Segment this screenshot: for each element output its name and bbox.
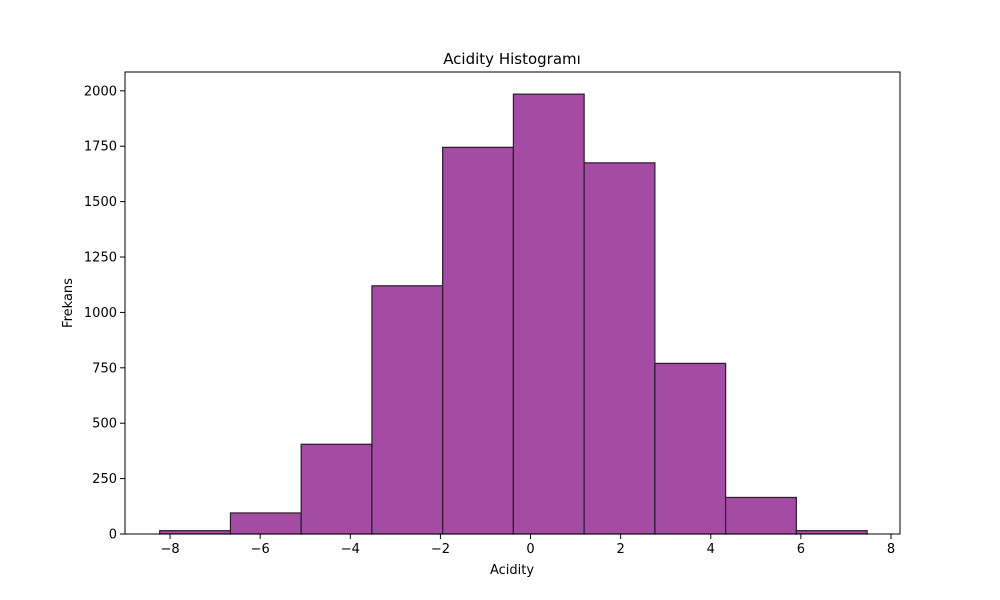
plot-frame — [124, 71, 901, 535]
x-tick-label: 8 — [887, 542, 895, 557]
y-tick-label: 250 — [92, 472, 117, 487]
histogram-bar-6 — [583, 162, 656, 535]
x-tick-label: 4 — [707, 542, 715, 557]
y-tick-label: 1000 — [84, 306, 117, 321]
x-tick-label: −4 — [341, 542, 360, 557]
y-tick-label: 1750 — [84, 140, 117, 155]
y-axis-ticks: 0 250 500 750 1000 1250 1500 1750 2000 — [84, 84, 125, 543]
x-tick-label: −8 — [160, 542, 179, 557]
histogram-bar-5 — [512, 93, 585, 535]
x-axis-label: Acidity — [490, 563, 534, 578]
histogram-bar-2 — [300, 443, 373, 535]
y-tick-label: 500 — [92, 417, 117, 432]
x-axis-ticks: −8 −6 −4 −2 0 2 4 6 8 — [160, 534, 895, 557]
histogram-bar-3 — [371, 285, 444, 535]
x-tick-label: 0 — [526, 542, 534, 557]
y-tick-label: 1500 — [84, 195, 117, 210]
histogram-bar-7 — [654, 362, 727, 535]
y-tick-label: 0 — [109, 528, 117, 543]
y-tick-label: 1250 — [84, 251, 117, 266]
histogram-bar-8 — [725, 496, 797, 535]
y-tick-label: 2000 — [84, 84, 117, 99]
x-tick-label: 6 — [797, 542, 805, 557]
histogram-bar-1 — [229, 512, 302, 535]
bars-group — [159, 93, 868, 535]
x-tick-label: −6 — [251, 542, 270, 557]
y-tick-label: 750 — [92, 361, 117, 376]
histogram-bar-4 — [442, 146, 515, 535]
chart-title: Acidity Histogramı — [443, 50, 581, 68]
x-tick-label: 2 — [616, 542, 624, 557]
y-axis-label: Frekans — [61, 278, 76, 328]
x-tick-label: −2 — [431, 542, 450, 557]
